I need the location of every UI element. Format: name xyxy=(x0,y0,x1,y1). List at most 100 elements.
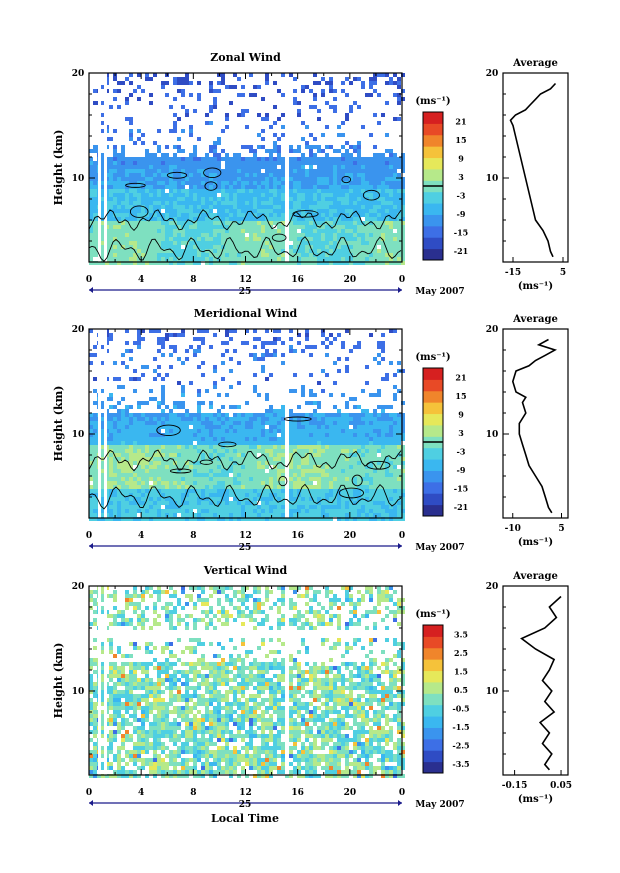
heatmap-cell xyxy=(273,161,277,165)
heatmap-cell xyxy=(273,477,277,481)
heatmap-cell xyxy=(189,477,193,481)
heatmap-cell xyxy=(333,433,337,437)
profile-x-tick-label: 5 xyxy=(560,268,566,278)
heatmap-cell xyxy=(241,85,245,89)
heatmap-cell xyxy=(169,237,173,241)
heatmap-cell xyxy=(393,173,397,177)
heatmap-cell xyxy=(309,185,313,189)
heatmap-cell xyxy=(317,233,321,237)
heatmap-cell xyxy=(153,205,157,209)
heatmap-cell xyxy=(217,505,221,509)
heatmap-cell xyxy=(185,469,189,473)
heatmap-cell xyxy=(241,145,245,149)
heatmap-cell xyxy=(113,441,117,445)
heatmap-cell xyxy=(121,81,125,85)
colorbar-swatch xyxy=(423,191,443,204)
heatmap-cell xyxy=(309,165,313,169)
heatmap-cell xyxy=(289,345,293,349)
heatmap-cell xyxy=(261,237,265,241)
heatmap-cell xyxy=(381,193,385,197)
heatmap-cell xyxy=(241,245,245,249)
heatmap-cell xyxy=(245,513,249,517)
colorbar-swatch xyxy=(423,214,443,227)
heatmap-cell xyxy=(397,493,401,497)
heatmap-cell xyxy=(373,181,377,185)
heatmap-cell xyxy=(361,437,365,441)
heatmap-cell xyxy=(289,453,293,457)
heatmap-cell xyxy=(269,201,273,205)
heatmap-cell xyxy=(261,457,265,461)
heatmap-cell xyxy=(325,177,329,181)
heatmap-cell xyxy=(269,513,273,517)
heatmap-cell xyxy=(321,233,325,237)
heatmap-cell xyxy=(161,449,165,453)
heatmap-cell xyxy=(329,193,333,197)
heatmap-cell xyxy=(253,221,257,225)
heatmap-cell xyxy=(349,433,353,437)
heatmap-cell xyxy=(237,485,241,489)
heatmap-cell xyxy=(341,465,345,469)
heatmap-cell xyxy=(173,497,177,501)
heatmap-cell xyxy=(101,469,105,473)
heatmap-cell xyxy=(277,145,281,149)
heatmap-cell xyxy=(293,261,297,265)
heatmap-cell xyxy=(401,461,405,465)
heatmap-cell xyxy=(89,513,93,517)
heatmap-cell xyxy=(141,197,145,201)
heatmap-cell xyxy=(353,185,357,189)
heatmap-cell xyxy=(277,425,281,429)
heatmap-cell xyxy=(373,469,377,473)
heatmap-cell xyxy=(353,513,357,517)
heatmap-cell xyxy=(113,77,117,81)
heatmap-cell xyxy=(337,501,341,505)
heatmap-cell xyxy=(157,145,161,149)
heatmap-cell xyxy=(373,73,377,77)
heatmap-cell xyxy=(245,185,249,189)
heatmap-cell xyxy=(237,493,241,497)
heatmap-cell xyxy=(125,409,129,413)
heatmap-cell xyxy=(349,253,353,257)
heatmap-cell xyxy=(161,261,165,265)
heatmap-cell xyxy=(185,349,189,353)
heatmap-cell xyxy=(365,93,369,97)
heatmap-cell xyxy=(157,245,161,249)
heatmap-cell xyxy=(321,221,325,225)
heatmap-cell xyxy=(357,245,361,249)
heatmap-cell xyxy=(353,449,357,453)
heatmap-cell xyxy=(317,413,321,417)
heatmap-cell xyxy=(101,185,105,189)
heatmap-cell xyxy=(121,185,125,189)
heatmap-cell xyxy=(397,101,401,105)
heatmap-cell xyxy=(209,429,213,433)
heatmap-cell xyxy=(189,189,193,193)
heatmap-cell xyxy=(373,257,377,261)
heatmap-cell xyxy=(297,445,301,449)
heatmap-cell xyxy=(357,205,361,209)
heatmap-cell xyxy=(145,461,149,465)
heatmap-cell xyxy=(357,341,361,345)
heatmap-cell xyxy=(325,201,329,205)
heatmap-cell xyxy=(169,445,173,449)
heatmap-cell xyxy=(225,433,229,437)
heatmap-cell xyxy=(305,489,309,493)
heatmap-cell xyxy=(277,229,281,233)
heatmap-cell xyxy=(89,217,93,221)
heatmap-cell xyxy=(389,437,393,441)
heatmap-cell xyxy=(261,261,265,265)
heatmap-cell xyxy=(101,413,105,417)
heatmap-cell xyxy=(261,449,265,453)
heatmap-cell xyxy=(261,493,265,497)
heatmap-cell xyxy=(113,221,117,225)
heatmap-cell xyxy=(109,237,113,241)
heatmap-cell xyxy=(289,169,293,173)
heatmap-cell xyxy=(317,461,321,465)
heatmap-cell xyxy=(205,505,209,509)
heatmap-cell xyxy=(321,261,325,265)
heatmap-cell xyxy=(89,449,93,453)
heatmap-cell xyxy=(273,197,277,201)
heatmap-cell xyxy=(329,213,333,217)
heatmap-cell xyxy=(185,77,189,81)
heatmap-cell xyxy=(141,221,145,225)
heatmap-cell xyxy=(341,173,345,177)
heatmap-cell xyxy=(329,233,333,237)
